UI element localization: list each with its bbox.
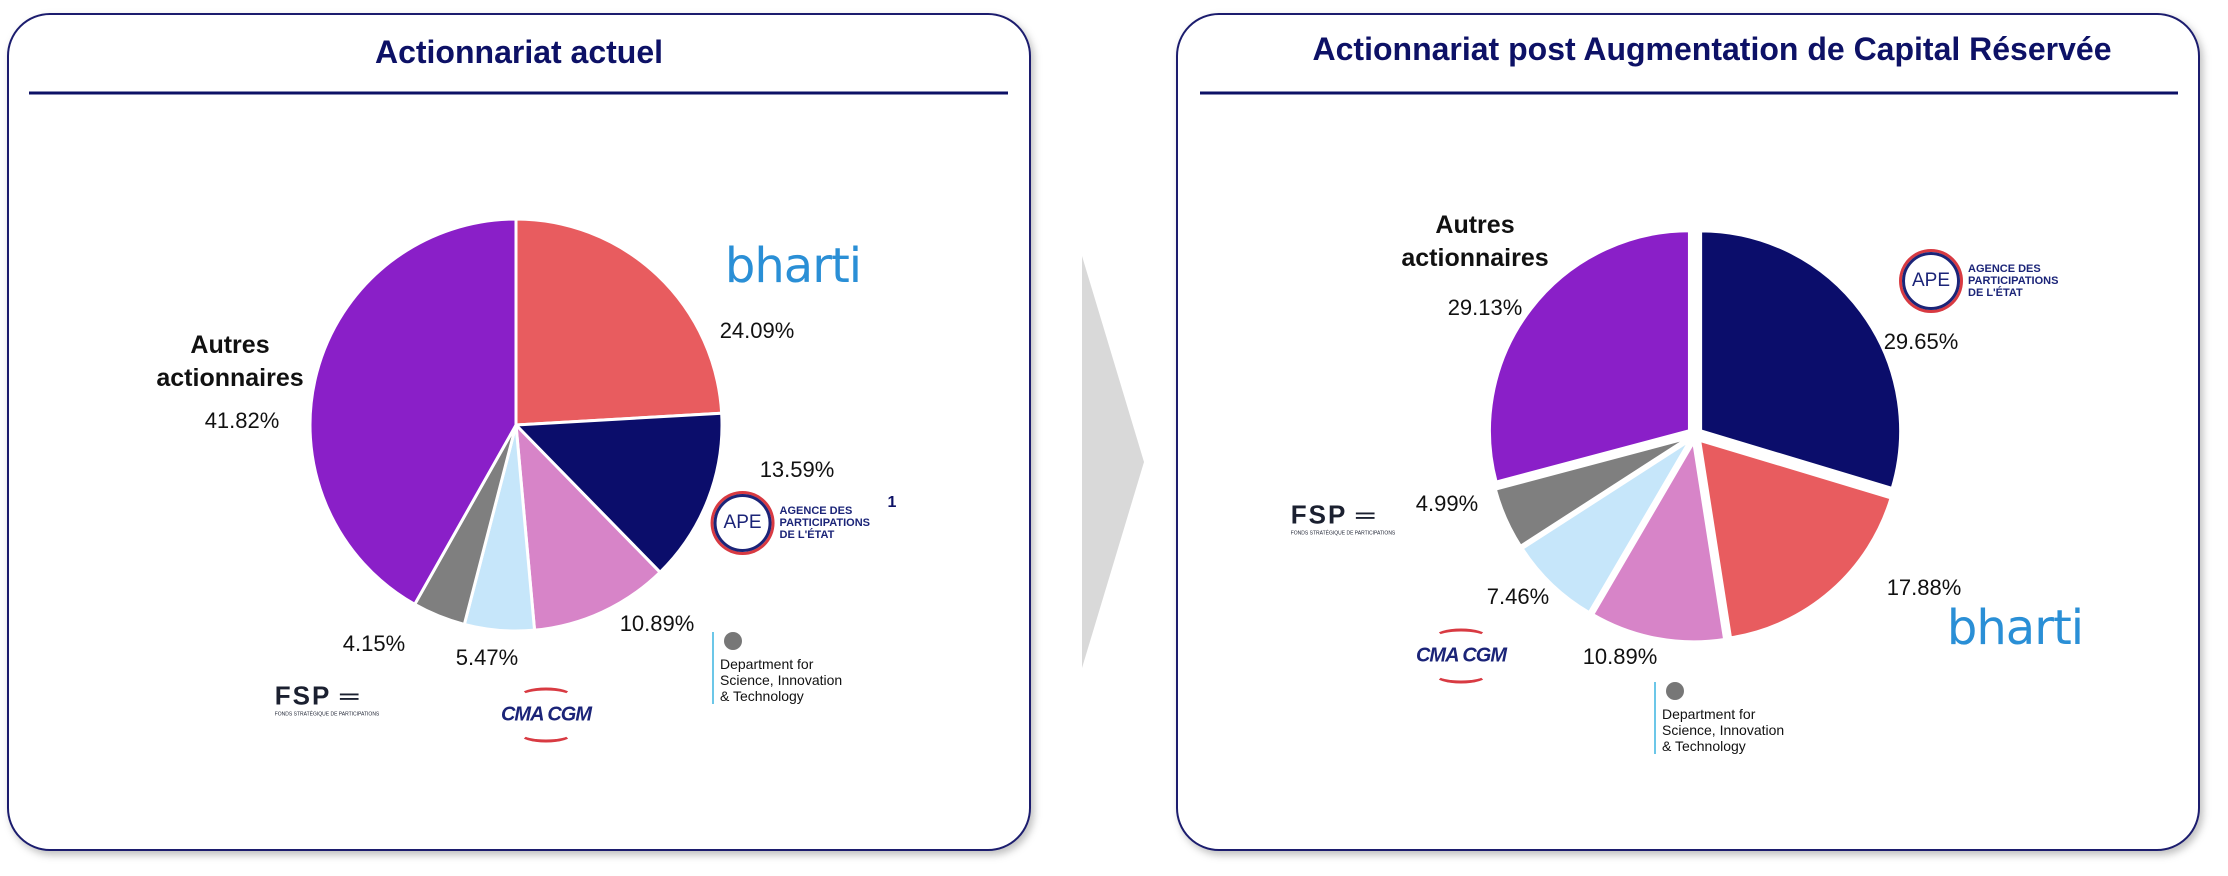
value-label: 4.15% — [342, 631, 406, 656]
pie-slice — [308, 217, 518, 607]
fsp-subtitle: FONDS STRATÉGIQUE DE PARTICIPATIONS — [274, 711, 380, 718]
value-label: 29.13% — [1447, 295, 1523, 320]
chart-title: Actionnariat actuel — [375, 34, 663, 70]
pie-slice — [1590, 437, 1727, 644]
value-label: 7.46% — [1486, 584, 1550, 609]
value-label: 41.82% — [204, 408, 280, 433]
value-label: 17.88% — [1886, 575, 1962, 600]
cma-name: CMA CGM — [1415, 644, 1507, 667]
bharti-logo: bharti — [724, 238, 862, 294]
category-label: Autres actionnaires — [1401, 211, 1549, 272]
ape-subtitle: AGENCE DES PARTICIPATIONS DE L'ÉTAT — [1968, 263, 2059, 299]
pie-slice — [1488, 229, 1691, 484]
cma-arc — [1435, 628, 1487, 645]
ape-logo: APE AGENCE DES PARTICIPATIONS DE L'ÉTAT 1 — [713, 494, 897, 552]
footnote: 1 — [887, 494, 897, 511]
value-label: 10.89% — [1582, 644, 1658, 669]
cma-arc — [520, 727, 572, 743]
pie-slice — [1520, 438, 1692, 615]
fsp-name: FSP ═ — [274, 680, 361, 711]
value-label: 4.99% — [1415, 491, 1479, 516]
pie-slice — [514, 420, 663, 632]
dsit-logo: Department for Science, Innovation & Tec… — [1654, 682, 1792, 754]
cma-name: CMA CGM — [500, 703, 592, 726]
fsp-name: FSP ═ — [1290, 499, 1377, 530]
fsp-subtitle: FONDS STRATÉGIQUE DE PARTICIPATIONS — [1290, 530, 1396, 537]
cma-arc — [520, 687, 572, 704]
pie-slice — [514, 217, 724, 427]
ape-circle: APE — [1902, 252, 1960, 310]
fsp-logo: FSP ═ FONDS STRATÉGIQUE DE PARTICIPATIONS — [1291, 500, 1396, 537]
pie-slice — [512, 411, 724, 575]
cma-logo: CMA CGM — [500, 687, 592, 743]
value-label: 29.65% — [1883, 329, 1959, 354]
category-label: Autres actionnaires — [156, 331, 304, 392]
pie-slice — [1697, 438, 1893, 640]
fsp-logo: FSP ═ FONDS STRATÉGIQUE DE PARTICIPATIONS — [275, 681, 380, 718]
crest — [1666, 682, 1684, 700]
chart-title: Actionnariat post Augmentation de Capita… — [1313, 31, 2112, 67]
ape-logo: APE AGENCE DES PARTICIPATIONS DE L'ÉTAT — [1902, 252, 2068, 310]
dsit-name: Department for Science, Innovation & Tec… — [1662, 706, 1785, 754]
value-label: 24.09% — [719, 318, 795, 343]
pie-slice — [1699, 229, 1903, 491]
value-label: 13.59% — [759, 457, 835, 482]
crest — [724, 632, 742, 650]
cma-logo: CMA CGM — [1415, 628, 1507, 684]
cma-arc — [1435, 668, 1487, 684]
ape-subtitle: AGENCE DES PARTICIPATIONS DE L'ÉTAT — [779, 505, 870, 541]
arrow — [1082, 256, 1144, 668]
ape-circle: APE — [713, 494, 772, 552]
pie-slice — [1493, 436, 1690, 549]
dsit-name: Department for Science, Innovation & Tec… — [720, 656, 843, 704]
dsit-logo: Department for Science, Innovation & Tec… — [712, 632, 850, 704]
value-label: 10.89% — [619, 611, 695, 636]
bharti-logo: bharti — [1946, 600, 2084, 656]
value-label: 5.47% — [455, 645, 519, 670]
